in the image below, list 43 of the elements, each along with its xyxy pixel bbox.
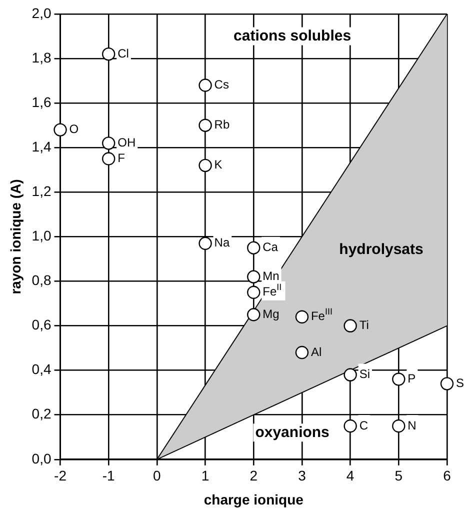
x-tick-label: 4 [346, 468, 354, 484]
annotation: Cl [118, 46, 129, 60]
annotation: Rb [214, 118, 230, 132]
y-tick-label: 0,6 [32, 316, 52, 333]
y-tick-label: 1,6 [32, 94, 52, 110]
y-tick-label: 2,0 [32, 4, 52, 21]
annotation: N [408, 418, 416, 432]
annotation: O [69, 122, 79, 136]
annotation: hydrolysats [339, 241, 424, 258]
y-tick-label: 0,2 [32, 406, 52, 422]
x-tick-label: 6 [443, 468, 452, 484]
y-tick-label: 1,2 [32, 183, 52, 200]
annotation: Si [359, 367, 370, 382]
annotation: C [359, 418, 368, 432]
annotation: Mg [262, 306, 280, 321]
annotation: Mn [262, 269, 280, 284]
x-tick-label: 0 [153, 468, 162, 484]
x-tick-label: 1 [201, 468, 210, 484]
annotation: Ca [262, 240, 278, 254]
x-tick-label: -1 [102, 468, 116, 484]
annotation: cations solubles [234, 27, 352, 44]
y-tick-label: 0,4 [32, 361, 52, 378]
x-tick-label: 5 [394, 468, 403, 484]
annotation: oxyanions [255, 424, 330, 441]
y-tick-label: 0,0 [32, 450, 52, 466]
x-tick-label: 3 [298, 468, 306, 484]
x-tick-label: -2 [54, 468, 67, 484]
annotation: Al [310, 344, 322, 359]
annotation: OH [118, 135, 136, 150]
annotation: Ti [359, 318, 369, 332]
annotation: K [214, 158, 222, 172]
x-axis-title: charge ionique [204, 491, 304, 508]
annotation: S [456, 376, 464, 390]
y-tick-label: 0,8 [32, 272, 52, 288]
y-axis-title: rayon ionique (A) [7, 179, 24, 294]
y-tick-label: 1,8 [32, 49, 52, 66]
annotation: Cs [214, 78, 229, 92]
x-tick-label: 2 [250, 468, 258, 484]
annotation: Na [214, 236, 230, 250]
y-tick-label: 1,4 [32, 138, 52, 154]
annotation: P [408, 372, 416, 386]
y-tick-label: 1,0 [32, 228, 52, 244]
annotation: F [118, 151, 125, 166]
